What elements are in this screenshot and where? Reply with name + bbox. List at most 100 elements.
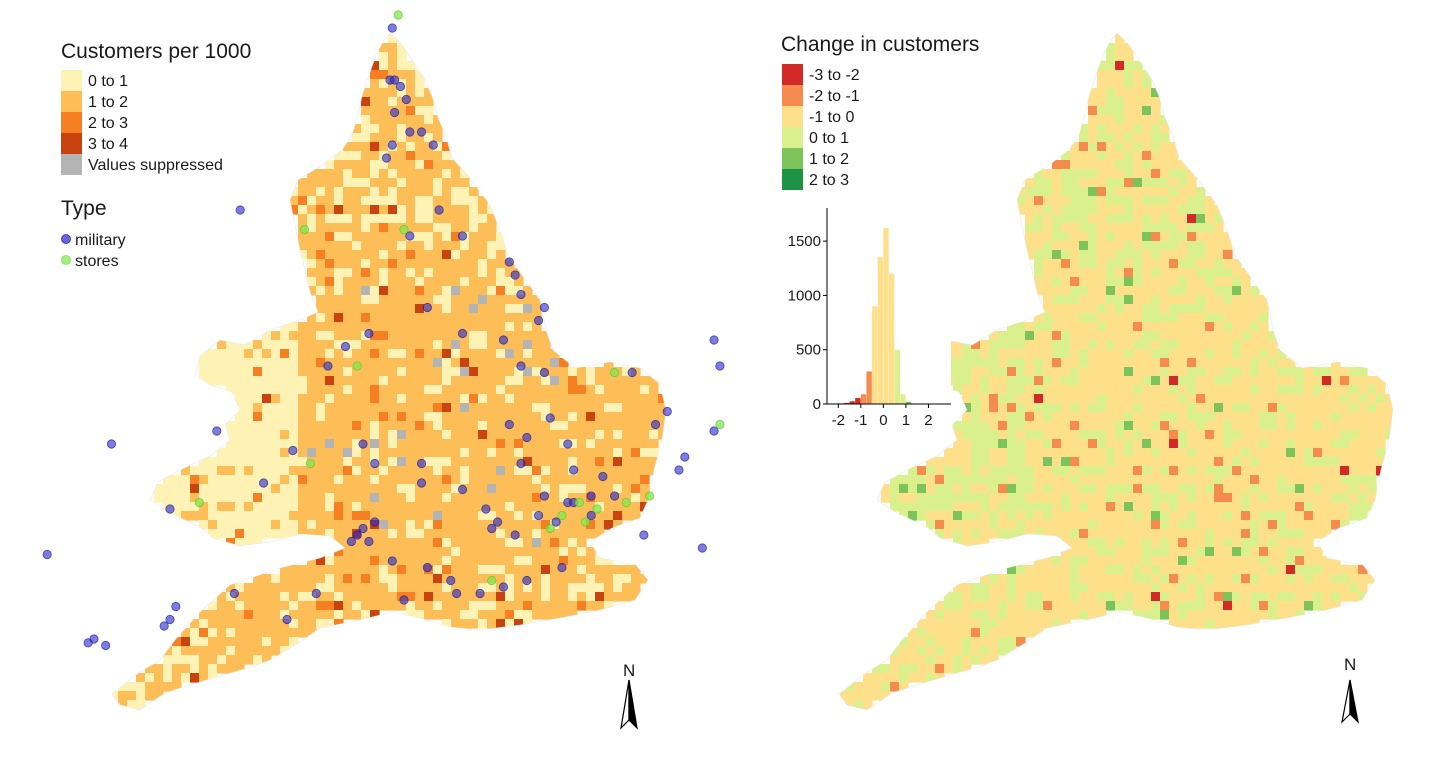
map-area-cell [1133,448,1143,458]
map-area-cell [253,637,263,647]
map-area-cell [1259,610,1269,620]
map-area-cell [953,583,963,593]
map-area-cell [1106,583,1116,593]
map-area-cell [415,385,425,395]
military-point [399,595,409,605]
map-area-cell [1169,448,1179,458]
map-area-cell [460,385,470,395]
map-area-cell [1079,394,1089,404]
map-area-cell [181,511,191,521]
map-area-cell [1259,340,1269,350]
map-area-cell [1151,565,1161,575]
map-area-cell [1097,205,1107,215]
map-area-cell [343,313,353,323]
map-area-cell [118,700,128,710]
map-area-cell [316,358,326,368]
map-area-cell [926,610,936,620]
map-area-cell [208,475,218,485]
coastline [838,32,1394,711]
map-area-cell [469,187,479,197]
map-area-cell [1142,88,1152,98]
map-area-cell [478,520,488,530]
map-area-cell [334,574,344,584]
map-area-cell [352,385,362,395]
map-area-cell [1304,529,1314,539]
map-area-cell [226,439,236,449]
map-area-cell [442,223,452,233]
map-area-cell [1259,376,1269,386]
map-area-cell [1025,241,1035,251]
map-area-cell [1241,475,1251,485]
map-area-cell [1124,61,1134,71]
map-area-cell [424,214,434,224]
map-area-cell [253,619,263,629]
map-area-cell [1214,304,1224,314]
map-area-cell [550,493,560,503]
map-area-cell [1358,484,1368,494]
change-legend: Change in customers -3 to -2-2 to -1-1 t… [781,33,979,190]
map-area-cell [1169,142,1179,152]
map-area-cell [1304,556,1314,566]
map-area-cell [1007,574,1017,584]
map-area-cell [559,358,569,368]
map-area-cell [1034,322,1044,332]
map-area-cell [1277,601,1287,611]
map-area-cell [1196,367,1206,377]
map-area-cell [433,556,443,566]
military-point [639,530,649,540]
map-area-cell [1052,268,1062,278]
map-area-cell [1322,556,1332,566]
map-area-cell [890,655,900,665]
map-area-cell [433,259,443,269]
map-area-cell [1331,376,1341,386]
map-area-cell [244,529,254,539]
map-area-cell [989,394,999,404]
map-area-cell [1178,439,1188,449]
map-area-cell [307,250,317,260]
map-area-cell [253,502,263,512]
map-area-cell [370,448,380,458]
map-area-cell [1088,304,1098,314]
map-area-cell [1142,268,1152,278]
map-area-cell [262,448,272,458]
map-area-cell [1160,331,1170,341]
map-area-cell [469,574,479,584]
map-area-cell [478,277,488,287]
map-area-cell [1106,97,1116,107]
map-area-cell [1115,124,1125,134]
map-area-cell [316,403,326,413]
map-area-cell [1214,448,1224,458]
map-area-cell [1241,430,1251,440]
north-arrow-left-half [620,679,630,730]
map-area-cell [989,439,999,449]
map-area-cell [989,340,999,350]
map-area-cell [1025,619,1035,629]
map-area-cell [1178,592,1188,602]
map-area-cell [1214,421,1224,431]
map-area-cell [433,232,443,242]
map-area-cell [1250,331,1260,341]
map-area-cell [532,502,542,512]
map-area-cell [334,403,344,413]
map-area-cell [325,610,335,620]
map-area-cell [181,673,191,683]
map-area-cell [541,475,551,485]
map-area-cell [604,574,614,584]
map-area-cell [262,358,272,368]
map-area-cell [1142,430,1152,440]
map-area-cell [1124,565,1134,575]
map-area-cell [370,601,380,611]
map-area-cell [1286,358,1296,368]
map-area-cell [451,556,461,566]
map-area-cell [1205,205,1215,215]
map-area-cell [325,457,335,467]
map-area-cell [550,439,560,449]
map-area-cell [1268,457,1278,467]
map-area-cell [1034,520,1044,530]
map-area-cell [1142,466,1152,476]
map-area-cell [908,637,918,647]
map-area-cell [1241,421,1251,431]
map-area-cell [1097,304,1107,314]
map-area-cell [1088,466,1098,476]
map-area-cell [1277,457,1287,467]
